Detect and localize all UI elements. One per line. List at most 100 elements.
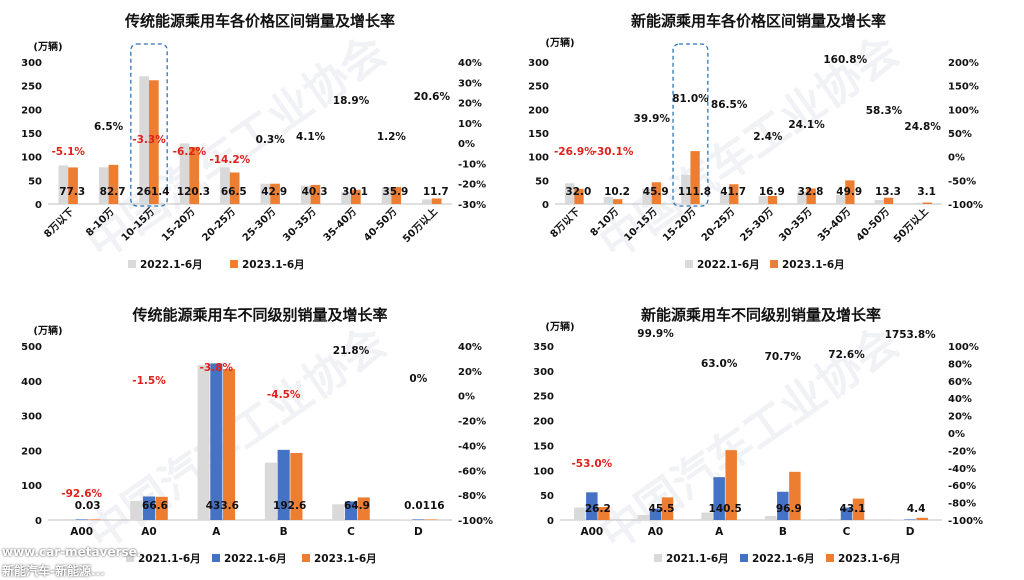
- bar-2022.1-6月: [341, 192, 351, 204]
- y2-tick-label: 40%: [458, 342, 482, 353]
- legend-swatch: [685, 260, 693, 268]
- bar-2023.1-6月: [613, 199, 623, 204]
- bar-2022.1-6月: [58, 165, 69, 204]
- legend-swatch: [128, 260, 136, 268]
- data-label: 66.5: [221, 186, 247, 198]
- chart-title: 新能源乘用车不同级别销量及增长率: [641, 306, 881, 324]
- y-tick-label: 300: [21, 58, 42, 69]
- bar-2023.1-6月: [767, 196, 778, 204]
- y-tick-label: 250: [528, 82, 549, 93]
- x-tick-label: 20-25万: [699, 206, 737, 244]
- bar-2023.1-6月: [661, 497, 674, 520]
- data-label: 35.9: [382, 186, 408, 198]
- y2-tick-label: -60%: [458, 466, 486, 477]
- bar-2022.1-6月: [98, 167, 109, 204]
- bar-2022.1-6月: [565, 183, 575, 204]
- growth-label: -1.5%: [132, 375, 166, 387]
- bar-2023.1-6月: [806, 188, 816, 204]
- y-tick-label: 200: [21, 446, 42, 457]
- y-tick-label: 200: [528, 105, 549, 116]
- y-tick-label: 200: [533, 417, 554, 428]
- x-tick-label: A0: [648, 526, 663, 538]
- growth-label: 24.8%: [904, 121, 941, 133]
- x-tick-label: D: [414, 526, 423, 538]
- x-tick-label: C: [843, 526, 851, 538]
- growth-label: 4.1%: [296, 131, 326, 143]
- legend-swatch: [302, 554, 310, 562]
- bar-2022.1-6月: [835, 194, 846, 204]
- data-label: 120.3: [177, 186, 210, 198]
- growth-label: 0%: [409, 373, 427, 385]
- bar-2023.1-6月: [310, 184, 321, 204]
- bar-2023.1-6月: [789, 471, 801, 520]
- data-label: 13.3: [875, 186, 901, 198]
- bar-2022.1-6月: [840, 507, 853, 520]
- growth-label: 24.1%: [788, 119, 825, 131]
- growth-label: -6.2%: [173, 146, 207, 158]
- legend-label: 2023.1-6月: [242, 259, 305, 271]
- bar-2022.1-6月: [649, 508, 662, 520]
- growth-label: 99.9%: [637, 328, 674, 340]
- legend-swatch: [826, 554, 834, 562]
- y2-tick-label: 40%: [458, 58, 482, 69]
- data-label: 0.0116: [404, 500, 445, 512]
- growth-label: -5.1%: [51, 146, 85, 158]
- bar-2022.1-6月: [586, 492, 598, 520]
- data-label: 30.1: [342, 186, 368, 198]
- chart-class-traditional: 中国汽车工业协会 传统能源乘用车不同级别销量及增长率 (万辆) 0 100 200 300 4…: [0, 292, 510, 580]
- chart-title: 新能源乘用车各价格区间销量及增长率: [631, 12, 886, 30]
- bar-2021.1-6月: [765, 516, 777, 520]
- bar-2023.1-6月: [729, 184, 739, 204]
- bar-2023.1-6月: [88, 519, 101, 520]
- y2-tick-label: 40%: [948, 394, 972, 405]
- growth-label: 21.8%: [333, 345, 370, 357]
- y-tick-label: 300: [21, 412, 42, 423]
- bar-2023.1-6月: [351, 189, 361, 204]
- y-tick-label: 50: [540, 491, 554, 502]
- data-label: 41.7: [720, 186, 746, 198]
- growth-label: 6.5%: [94, 121, 124, 133]
- x-tick-label: 8万以下: [42, 206, 77, 241]
- bar-2021.1-6月: [62, 519, 76, 520]
- growth-label: -3.3%: [132, 134, 166, 146]
- bar-2021.1-6月: [828, 519, 841, 520]
- x-tick-label: 8万以下: [548, 206, 583, 241]
- bar-2022.1-6月: [681, 174, 691, 204]
- growth-label: 63.0%: [701, 358, 738, 370]
- x-tick-label: C: [347, 526, 355, 538]
- bar-2021.1-6月: [637, 515, 650, 520]
- growth-label: 18.9%: [333, 95, 370, 107]
- growth-label: -14.2%: [209, 154, 250, 166]
- y2-tick-label: -30%: [458, 200, 486, 211]
- x-tick-label: 35-40万: [815, 206, 853, 244]
- y-tick-label: 0: [547, 516, 554, 527]
- y2-tick-label: 0%: [458, 392, 475, 403]
- chart-price-range-nev: 中国汽车工业协会 新能源乘用车各价格区间销量及增长率 (万辆) 0 50 100 150 20…: [512, 0, 1024, 290]
- x-tick-label: A: [212, 526, 221, 538]
- x-tick-label: 50万以上: [400, 205, 440, 245]
- x-tick-label: D: [906, 526, 915, 538]
- x-tick-label: 30-35万: [776, 206, 814, 244]
- y2-tick-label: 50%: [948, 129, 972, 140]
- chart-price-range-traditional: 中国汽车工业协会 传统能源乘用车各价格区间销量及增长率 (万辆) 0 50 100 150 2…: [0, 0, 510, 290]
- bar-2022.1-6月: [913, 202, 923, 204]
- growth-label: 1753.8%: [885, 329, 937, 341]
- y2-tick-label: 60%: [948, 377, 972, 388]
- chart-svg: 中国汽车工业协会传统能源乘用车不同级别销量及增长率(万辆)01002003004…: [21, 306, 493, 565]
- x-tick-label: 20-25万: [200, 206, 238, 244]
- y-tick-label: 400: [21, 377, 42, 388]
- bar-2022.1-6月: [139, 76, 149, 204]
- growth-label: 20.6%: [414, 91, 451, 103]
- y-tick-label: 350: [533, 342, 554, 353]
- highlight-box: [130, 43, 168, 207]
- data-label: 26.2: [585, 503, 611, 515]
- bar-2022.1-6月: [344, 501, 358, 520]
- y2-tick-label: -10%: [458, 159, 486, 170]
- bar-2022.1-6月: [142, 496, 156, 520]
- bar-2021.1-6月: [399, 519, 412, 520]
- y-tick-label: 100: [533, 466, 554, 477]
- bar-2022.1-6月: [260, 183, 271, 204]
- y2-tick-label: -100%: [948, 200, 983, 211]
- y-tick-label: 50: [535, 176, 549, 187]
- legend-label: 2022.1-6月: [140, 259, 203, 271]
